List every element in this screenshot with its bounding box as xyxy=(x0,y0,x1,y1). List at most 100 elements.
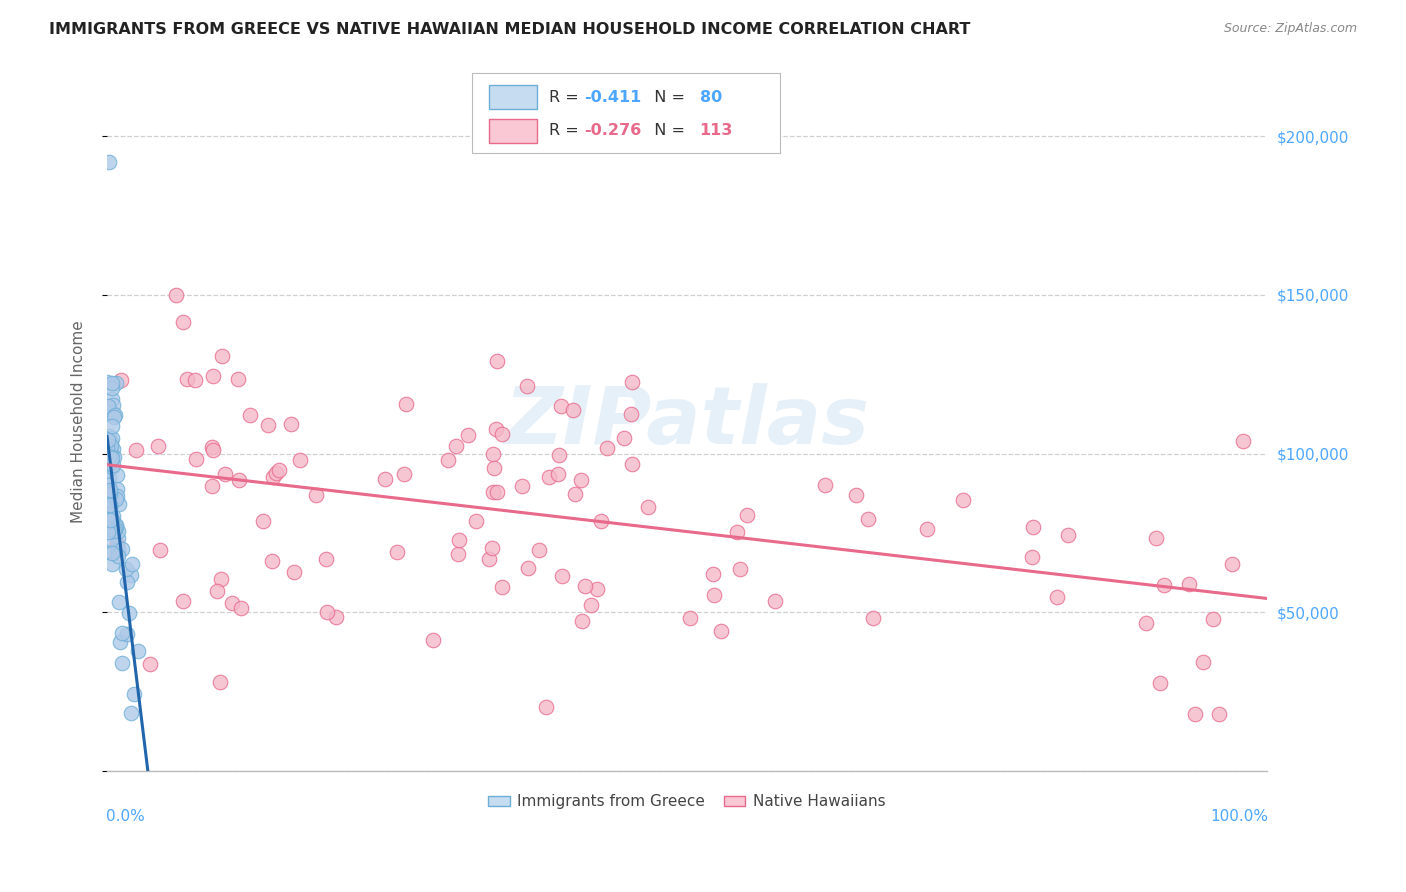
Point xyxy=(127,643,149,657)
Point xyxy=(184,451,207,466)
Point xyxy=(465,514,488,528)
Point xyxy=(97,525,120,540)
Point xyxy=(100,449,122,463)
Point xyxy=(260,554,283,568)
Point xyxy=(737,508,759,522)
Point xyxy=(574,579,596,593)
Point xyxy=(209,572,232,586)
Point xyxy=(124,442,146,457)
Point xyxy=(621,376,644,390)
Point xyxy=(208,675,231,690)
Point xyxy=(1153,578,1175,592)
Point xyxy=(325,610,347,624)
Point xyxy=(121,558,143,572)
Point xyxy=(581,598,603,612)
Point xyxy=(101,442,124,456)
Point xyxy=(105,482,128,496)
Point xyxy=(96,375,118,389)
Point xyxy=(98,487,121,501)
Point xyxy=(101,509,124,524)
Point xyxy=(457,427,479,442)
Point xyxy=(96,442,118,456)
Point xyxy=(527,543,550,558)
Point xyxy=(103,524,125,538)
Point xyxy=(107,524,129,538)
Point xyxy=(763,594,786,608)
Point xyxy=(228,473,250,487)
Point xyxy=(1144,532,1167,546)
Point xyxy=(262,470,284,484)
Point xyxy=(1149,675,1171,690)
Point xyxy=(703,588,725,602)
Point xyxy=(98,444,121,458)
Point xyxy=(422,632,444,647)
Point xyxy=(101,546,124,560)
Point xyxy=(118,607,141,621)
Point xyxy=(385,545,408,559)
Point xyxy=(98,441,121,455)
Point xyxy=(107,549,129,563)
Point xyxy=(97,456,120,470)
Text: N =: N = xyxy=(644,89,690,104)
Point xyxy=(105,489,128,503)
Point xyxy=(115,562,138,576)
Point xyxy=(202,369,225,384)
Point xyxy=(1220,557,1243,571)
Point xyxy=(105,491,128,506)
Text: 113: 113 xyxy=(700,123,733,138)
Point xyxy=(845,488,868,502)
Point xyxy=(1184,706,1206,721)
Point xyxy=(100,521,122,535)
Point xyxy=(108,497,131,511)
Point xyxy=(571,614,593,628)
Point xyxy=(115,627,138,641)
Point xyxy=(305,488,328,502)
Point xyxy=(97,458,120,473)
Point xyxy=(100,439,122,453)
Point xyxy=(482,461,505,475)
Point xyxy=(111,656,134,670)
Point xyxy=(561,403,583,417)
Point xyxy=(101,381,124,395)
Point xyxy=(103,450,125,465)
Point xyxy=(551,569,574,583)
Point xyxy=(288,453,311,467)
Point xyxy=(478,551,501,566)
Point xyxy=(105,518,128,533)
Point xyxy=(1135,615,1157,630)
Point xyxy=(862,611,884,625)
Point xyxy=(100,392,122,406)
Point xyxy=(1021,520,1043,534)
Point xyxy=(221,596,243,610)
Point xyxy=(104,520,127,534)
Point xyxy=(97,399,120,413)
Point xyxy=(252,514,274,528)
Point xyxy=(395,397,418,411)
Point xyxy=(814,478,837,492)
Point xyxy=(103,408,125,422)
Point xyxy=(491,426,513,441)
Point xyxy=(100,434,122,449)
Point xyxy=(105,376,128,391)
Point xyxy=(100,496,122,510)
Text: IMMIGRANTS FROM GREECE VS NATIVE HAWAIIAN MEDIAN HOUSEHOLD INCOME CORRELATION CH: IMMIGRANTS FROM GREECE VS NATIVE HAWAIIA… xyxy=(49,22,970,37)
Point xyxy=(267,463,290,477)
Point xyxy=(100,376,122,391)
Point xyxy=(201,479,224,493)
Point xyxy=(115,575,138,590)
Point xyxy=(266,466,288,480)
Point xyxy=(98,507,121,521)
Point xyxy=(485,422,508,436)
Point xyxy=(710,624,733,638)
Point xyxy=(564,486,586,500)
Point xyxy=(569,473,592,487)
Point xyxy=(96,484,118,499)
Text: -0.276: -0.276 xyxy=(583,123,641,138)
Point xyxy=(176,372,198,386)
Point xyxy=(550,399,572,413)
Legend: Immigrants from Greece, Native Hawaiians: Immigrants from Greece, Native Hawaiians xyxy=(482,789,891,815)
Text: N =: N = xyxy=(644,123,690,138)
Point xyxy=(727,525,749,540)
Text: 80: 80 xyxy=(700,89,721,104)
Point xyxy=(596,441,619,455)
